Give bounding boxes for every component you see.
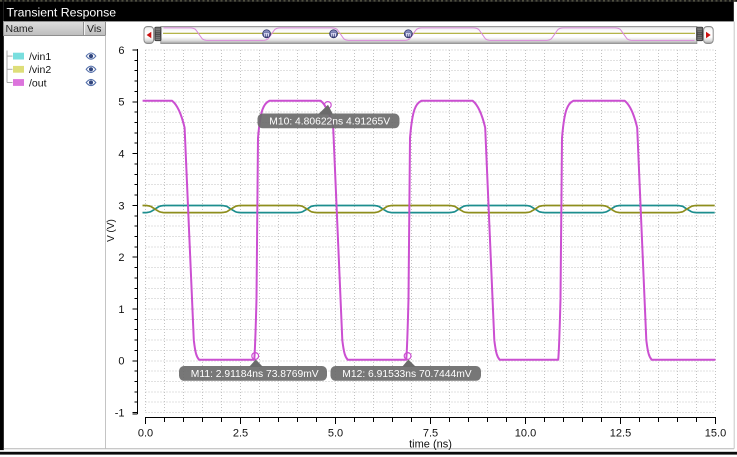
svg-text:/vin2: /vin2 bbox=[29, 64, 51, 76]
svg-text:Vis: Vis bbox=[87, 23, 101, 35]
svg-text:6: 6 bbox=[118, 45, 124, 57]
svg-text:1: 1 bbox=[118, 304, 124, 316]
svg-text:-1: -1 bbox=[115, 408, 125, 420]
svg-text:5: 5 bbox=[118, 97, 124, 109]
svg-text:0.0: 0.0 bbox=[138, 427, 153, 439]
svg-text:5.0: 5.0 bbox=[328, 427, 343, 439]
svg-text:10.0: 10.0 bbox=[515, 427, 536, 439]
svg-text:/out: /out bbox=[29, 77, 47, 89]
svg-text:4: 4 bbox=[118, 149, 124, 161]
svg-text:M10: 4.80622ns 4.91265V: M10: 4.80622ns 4.91265V bbox=[269, 117, 390, 128]
svg-text:m: m bbox=[331, 31, 337, 38]
svg-text:0: 0 bbox=[118, 356, 124, 368]
svg-text:2: 2 bbox=[118, 252, 124, 264]
svg-text:/vin1: /vin1 bbox=[29, 51, 51, 63]
svg-text:2.5: 2.5 bbox=[233, 427, 248, 439]
svg-text:V (V): V (V) bbox=[106, 219, 117, 242]
svg-text:Name: Name bbox=[6, 23, 34, 35]
svg-text:M12: 6.91533ns 70.7444mV: M12: 6.91533ns 70.7444mV bbox=[342, 369, 472, 380]
svg-text:15.0: 15.0 bbox=[705, 427, 726, 439]
svg-text:3: 3 bbox=[118, 200, 124, 212]
svg-text:m: m bbox=[264, 31, 270, 38]
svg-text:Transient Response: Transient Response bbox=[7, 6, 117, 20]
svg-text:12.5: 12.5 bbox=[610, 427, 631, 439]
svg-text:time (ns): time (ns) bbox=[409, 439, 452, 451]
svg-text:m: m bbox=[406, 31, 412, 38]
svg-text:7.5: 7.5 bbox=[423, 427, 438, 439]
svg-text:M11: 2.91184ns 73.8769mV: M11: 2.91184ns 73.8769mV bbox=[191, 369, 319, 380]
